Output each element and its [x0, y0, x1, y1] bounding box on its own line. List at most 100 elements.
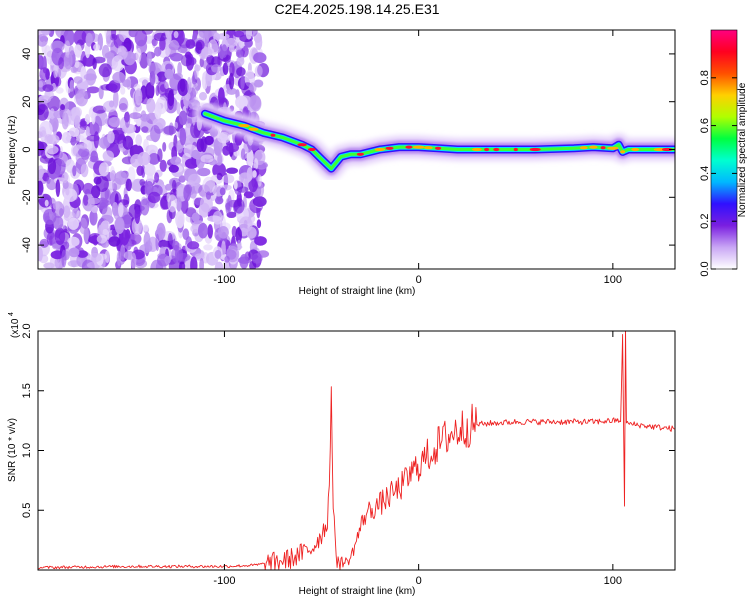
noise-blob — [209, 128, 218, 137]
noise-blob — [65, 188, 70, 196]
noise-blob — [52, 201, 60, 210]
noise-blob — [70, 106, 81, 123]
noise-blob — [88, 252, 102, 263]
noise-blob — [148, 153, 160, 165]
noise-blob — [144, 181, 154, 196]
noise-blob — [91, 110, 96, 125]
noise-blob — [40, 130, 47, 142]
noise-blob — [136, 47, 142, 63]
noise-blob — [246, 167, 253, 182]
noise-blob — [167, 194, 178, 213]
ridge-hotspot — [248, 127, 259, 131]
noise-blob — [222, 174, 235, 184]
colorbar-tick-label: 0.8 — [699, 70, 711, 85]
noise-blob — [239, 216, 253, 233]
noise-blob — [111, 202, 119, 216]
noise-blob — [52, 243, 60, 250]
noise-blob — [83, 194, 89, 206]
ridge-hotspot — [424, 146, 433, 150]
noise-blob — [142, 224, 149, 232]
y-tick-label: 20 — [21, 96, 33, 108]
noise-blob — [245, 30, 253, 40]
snr-ticks: -100 0 100 0.5 1.0 1.5 2.0 — [21, 323, 675, 587]
noise-blob — [233, 180, 238, 190]
noise-blob — [236, 56, 245, 66]
noise-blob — [217, 131, 231, 144]
noise-blob — [69, 79, 75, 92]
noise-blob — [256, 219, 262, 229]
ridge-hotspot — [270, 133, 276, 137]
noise-blob — [255, 160, 268, 170]
noise-blob — [61, 112, 69, 130]
colorbar-tick-label: 0.6 — [699, 118, 711, 133]
noise-blob — [49, 108, 55, 120]
spectrogram-plot-area — [38, 30, 675, 269]
noise-blob — [122, 135, 134, 150]
noise-blob — [54, 76, 62, 87]
noise-blob — [86, 86, 100, 94]
noise-blob — [164, 81, 170, 89]
snr-panel: -100 0 100 0.5 1.0 1.5 2.0 Height of straight … — [7, 312, 676, 597]
noise-blob — [190, 256, 198, 269]
colorbar: 0.0 0.2 0.4 0.6 0.8 Normalized spectral ampl… — [699, 29, 748, 277]
noise-blob — [79, 143, 88, 150]
noise-blob — [199, 195, 213, 213]
noise-blob — [52, 215, 64, 230]
noise-blob — [254, 65, 263, 77]
noise-blob — [38, 180, 44, 196]
noise-blob — [82, 182, 94, 195]
ridge-hotspot — [238, 124, 250, 128]
noise-blob — [197, 167, 211, 177]
x-tick-label: -100 — [213, 274, 235, 286]
noise-blob — [227, 195, 232, 213]
y-tick-label: -20 — [21, 189, 33, 205]
noise-blob — [52, 120, 58, 137]
noise-blob — [186, 76, 192, 94]
noise-blob — [144, 240, 153, 252]
noise-blob — [240, 75, 245, 90]
noise-blob — [125, 178, 132, 192]
noise-blob — [159, 159, 167, 172]
ridge-hotspot — [493, 147, 500, 152]
noise-blob — [249, 94, 261, 110]
noise-blob — [46, 145, 59, 155]
noise-blob — [73, 76, 83, 84]
y-tick-label: 1.5 — [21, 383, 33, 398]
noise-blob — [108, 79, 121, 93]
noise-blob — [183, 184, 191, 202]
noise-blob — [147, 191, 161, 204]
noise-blob — [141, 126, 149, 133]
ridge-hotspot — [297, 143, 307, 147]
noise-blob — [168, 39, 180, 57]
noise-blob — [135, 134, 143, 146]
noise-blob — [180, 54, 193, 67]
noise-blob — [217, 153, 223, 166]
noise-blob — [177, 61, 183, 77]
noise-blob — [58, 57, 64, 70]
noise-blob — [67, 260, 81, 268]
noise-blob — [118, 202, 124, 218]
noise-blob — [53, 63, 58, 79]
noise-blob — [171, 179, 177, 193]
noise-blob — [151, 38, 158, 47]
figure-title: C2E4.2025.198.14.25.E31 — [274, 1, 439, 17]
noise-blob — [185, 158, 199, 169]
noise-blob — [178, 110, 188, 126]
noise-blob — [111, 134, 125, 145]
colorbar-tick-label: 0.4 — [699, 166, 711, 181]
noise-blob — [248, 178, 258, 193]
noise-blob — [235, 95, 248, 109]
noise-blob — [55, 179, 61, 198]
noise-blob — [216, 172, 223, 181]
noise-blob — [130, 252, 137, 269]
ridge-hotspot — [484, 147, 490, 152]
y-tick-label: 1.0 — [21, 443, 33, 458]
colorbar-ticks: 0.0 0.2 0.4 0.6 0.8 — [699, 70, 737, 277]
noise-blob — [79, 120, 87, 127]
x-tick-label: 0 — [416, 274, 422, 286]
noise-blob — [195, 41, 203, 54]
noise-blob — [251, 253, 263, 264]
noise-blob — [93, 131, 100, 149]
noise-blob — [98, 63, 112, 78]
noise-blob — [228, 45, 235, 53]
